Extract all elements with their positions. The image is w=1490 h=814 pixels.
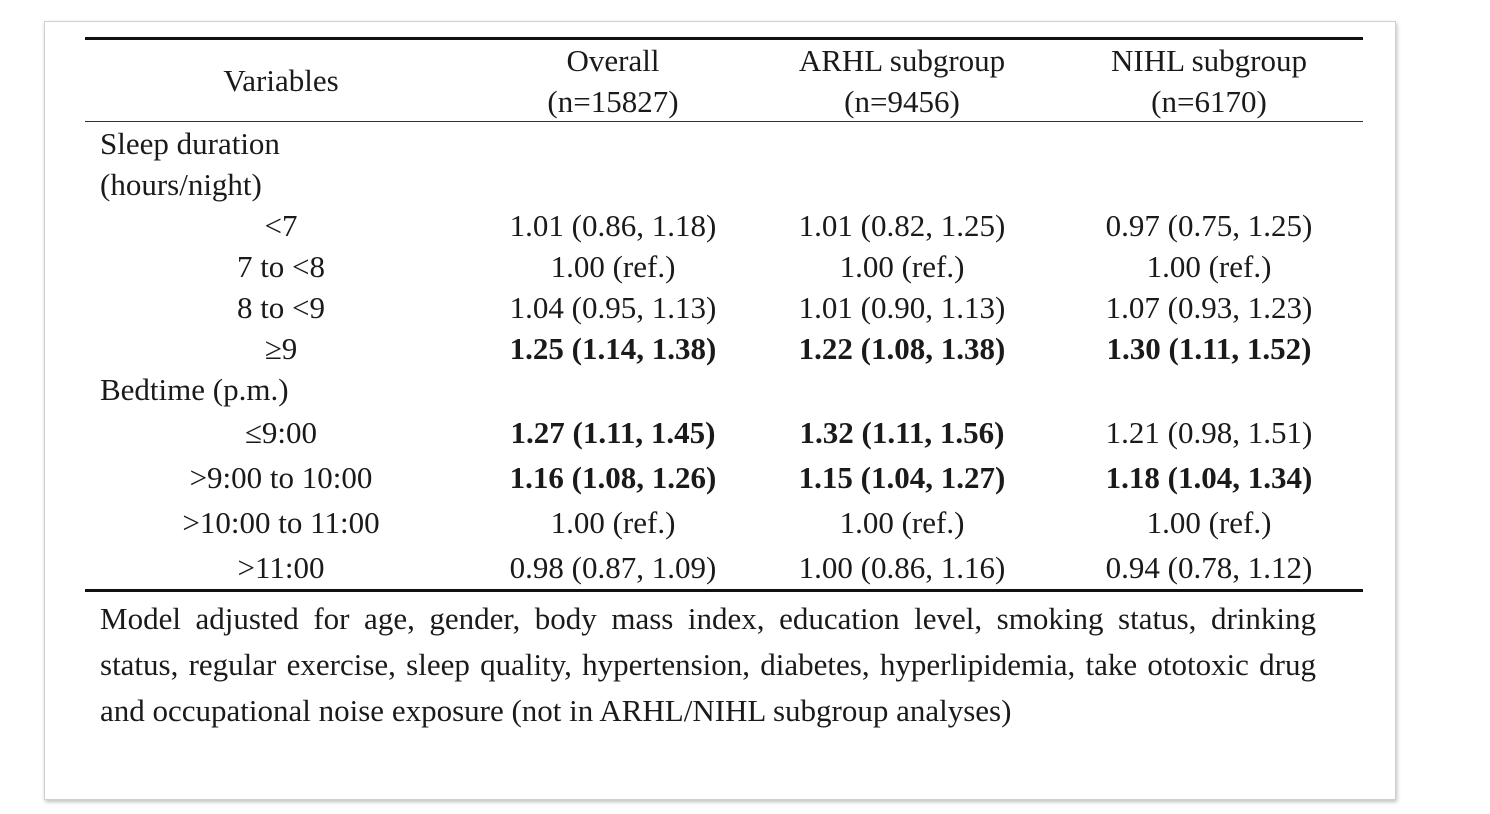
- cell-nihl: 1.00 (ref.): [1146, 249, 1272, 284]
- row-label: 8 to <9: [236, 290, 326, 325]
- cell-overall: 1.04 (0.95, 1.13): [509, 290, 717, 325]
- header-nihl-title: NIHL subgroup: [1110, 43, 1308, 78]
- cell-nihl: 0.97 (0.75, 1.25): [1105, 208, 1313, 243]
- cell-arhl: 1.32 (1.11, 1.56): [799, 415, 1005, 450]
- header-rule: [85, 121, 1363, 122]
- header-arhl-n: (n=9456): [844, 84, 960, 119]
- header-overall-title: Overall: [566, 43, 660, 78]
- section-bedtime-label: Bedtime (p.m.): [100, 372, 289, 407]
- table-document: Variables Overall (n=15827) ARHL subgrou…: [44, 21, 1396, 800]
- section-sleep-duration-unit: (hours/night): [100, 167, 262, 202]
- cell-overall: 1.01 (0.86, 1.18): [509, 208, 717, 243]
- cell-overall: 1.16 (1.08, 1.26): [509, 460, 717, 495]
- cell-arhl: 1.01 (0.82, 1.25): [798, 208, 1006, 243]
- cell-arhl: 1.00 (ref.): [839, 249, 965, 284]
- row-label: ≤9:00: [244, 415, 318, 450]
- cell-arhl: 1.00 (0.86, 1.16): [798, 550, 1006, 585]
- table-footnote: Model adjusted for age, gender, body mas…: [100, 601, 1316, 728]
- cell-arhl: 1.01 (0.90, 1.13): [798, 290, 1006, 325]
- table-bottom-rule: [85, 589, 1363, 592]
- row-label: >9:00 to 10:00: [189, 460, 373, 495]
- cell-arhl: 1.22 (1.08, 1.38): [798, 331, 1006, 366]
- row-label: <7: [264, 208, 298, 243]
- header-overall-n: (n=15827): [547, 84, 679, 119]
- cell-nihl: 0.94 (0.78, 1.12): [1105, 550, 1313, 585]
- cell-overall: 1.27 (1.11, 1.45): [510, 415, 716, 450]
- cell-overall: 0.98 (0.87, 1.09): [509, 550, 717, 585]
- row-label: >11:00: [237, 550, 325, 585]
- cell-nihl: 1.00 (ref.): [1146, 505, 1272, 540]
- cell-nihl: 1.07 (0.93, 1.23): [1105, 290, 1313, 325]
- cell-nihl: 1.30 (1.11, 1.52): [1106, 331, 1312, 366]
- header-nihl-n: (n=6170): [1151, 84, 1267, 119]
- cell-overall: 1.00 (ref.): [550, 249, 676, 284]
- cell-nihl: 1.18 (1.04, 1.34): [1105, 460, 1313, 495]
- cell-overall: 1.00 (ref.): [550, 505, 676, 540]
- row-label: ≥9: [264, 331, 298, 366]
- table-top-rule: [85, 37, 1363, 40]
- cell-arhl: 1.15 (1.04, 1.27): [798, 460, 1006, 495]
- cell-nihl: 1.21 (0.98, 1.51): [1105, 415, 1313, 450]
- cell-arhl: 1.00 (ref.): [839, 505, 965, 540]
- header-arhl-title: ARHL subgroup: [798, 43, 1006, 78]
- row-label: >10:00 to 11:00: [182, 505, 380, 540]
- row-label: 7 to <8: [236, 249, 326, 284]
- section-sleep-duration-label: Sleep duration: [100, 126, 280, 161]
- cell-overall: 1.25 (1.14, 1.38): [509, 331, 717, 366]
- header-variables: Variables: [223, 63, 339, 98]
